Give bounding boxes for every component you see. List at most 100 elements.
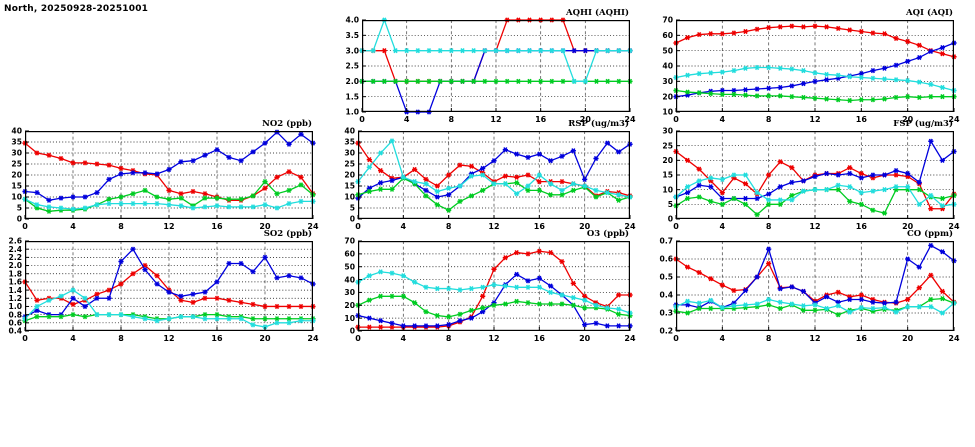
y-tick-label: 15: [11, 182, 22, 191]
x-tick-label: 12: [490, 115, 501, 124]
x-tick-label: 4: [401, 334, 407, 343]
panel-co: CO (ppm) 0.2 0.3 0.4 0.5 0.6 0.7 0 4 8 12 16 20 24: [660, 229, 960, 343]
x-tick-label: 8: [766, 115, 772, 124]
x-tick-label: 16: [856, 222, 868, 231]
series-markers-cyan: [673, 172, 957, 209]
plot-area-aqhi: 1.0 1.5 2.0 2.5 3.0 3.5 4.0 0 4 8 12 16 20 24: [346, 16, 636, 124]
series-markers-green: [673, 87, 957, 104]
panel-title-o3: O3 (ppb): [586, 229, 629, 239]
y-tick-label: 40: [662, 62, 673, 71]
y-tick-label: 20: [662, 156, 673, 165]
panel-title-no2: NO2 (ppb): [262, 119, 312, 129]
x-tick-label: 20: [902, 334, 914, 343]
y-tick-label: 2.4: [9, 245, 22, 254]
y-tick-label: 0.3: [660, 309, 673, 318]
panel-aqhi: AQHI (AQHI) 1.0 1.5 2.0 2.5 3.0 3.5 4.0 0 4 8 12 16 2…: [346, 8, 636, 124]
x-tick-label: 16: [535, 115, 547, 124]
y-tick-label: 20: [662, 92, 673, 101]
x-tick-label: 16: [856, 115, 868, 124]
y-tick-label: 35: [344, 138, 355, 147]
panel-rsp: RSP (ug/m3) 0 5 10 15 20 25 30 35 40 0 4 8 12 16 20 24: [344, 119, 636, 231]
y-tick-label: 70: [344, 237, 355, 246]
y-tick-label: 2.6: [9, 237, 22, 246]
y-tick-label: 10: [662, 108, 673, 117]
series-markers-blue: [22, 246, 316, 320]
x-tick-label: 8: [766, 222, 772, 231]
plot-area-so2: 0.40.60.81.01.21.41.61.82.02.22.42.6 0 4 8 1…: [9, 237, 319, 343]
y-tick-label: 50: [662, 46, 673, 55]
y-tick-label: 1.5: [346, 92, 359, 101]
panel-no2: NO2 (ppb) 0 5 10 15 20 25 30 35 40 0 4 8 12 16 20 24: [11, 119, 319, 231]
x-tick-label: 8: [449, 115, 455, 124]
x-tick-label: 12: [488, 334, 499, 343]
x-tick-label: 20: [902, 222, 914, 231]
panel-title-co: CO (ppm): [906, 229, 953, 239]
x-tick-label: 8: [446, 222, 452, 231]
y-tick-label: 0.8: [9, 310, 22, 319]
x-tick-label: 20: [579, 334, 591, 343]
y-tick-label: 0.6: [9, 319, 22, 328]
x-tick-label: 0: [673, 115, 679, 124]
x-tick-label: 12: [809, 334, 820, 343]
plot-area-o3: 0 10 20 30 40 50 60 70 0 4 8 12 16 20 24: [344, 237, 636, 343]
y-tick-label: 35: [11, 138, 22, 147]
y-tick-label: 4.0: [346, 16, 359, 25]
y-tick-label: 20: [344, 301, 355, 310]
y-tick-label: 0: [350, 215, 355, 224]
x-tick-label: 16: [211, 334, 223, 343]
panel-title-aqi: AQI (AQI): [906, 8, 953, 18]
series-line-green: [24, 180, 314, 212]
y-tick-label: 15: [662, 171, 673, 180]
x-tick-label: 0: [359, 115, 365, 124]
x-tick-label: 8: [118, 334, 124, 343]
series-markers-cyan: [359, 17, 633, 84]
panel-aqi: AQI (AQI) 10 20 30 40 50 60 70 0 4 8 12 16 20 24: [662, 8, 960, 124]
y-tick-label: 40: [344, 275, 355, 284]
y-tick-label: 0.2: [660, 327, 673, 336]
y-tick-label: 1.6: [9, 278, 22, 287]
x-tick-label: 4: [70, 334, 76, 343]
y-tick-label: 5: [350, 204, 355, 213]
y-tick-label: 30: [662, 77, 673, 86]
y-tick-label: 60: [662, 31, 673, 40]
x-tick-label: 4: [70, 222, 76, 231]
y-tick-label: 70: [662, 16, 673, 25]
x-tick-label: 12: [488, 222, 499, 231]
y-tick-label: 25: [344, 160, 355, 169]
y-tick-label: 30: [344, 149, 355, 158]
x-tick-label: 20: [259, 222, 271, 231]
y-tick-label: 2.0: [346, 77, 359, 86]
y-tick-label: 0.6: [660, 255, 673, 264]
y-tick-label: 30: [662, 127, 673, 136]
y-tick-label: 15: [344, 182, 355, 191]
series-markers-cyan: [673, 64, 957, 94]
x-tick-label: 16: [534, 334, 546, 343]
page-title: North, 20250928-20251001: [4, 4, 149, 14]
y-tick-label: 40: [344, 127, 355, 136]
y-tick-label: 5: [17, 204, 22, 213]
y-tick-label: 25: [11, 160, 22, 169]
x-tick-label: 4: [720, 334, 726, 343]
y-tick-label: 0.4: [9, 327, 22, 336]
x-tick-label: 24: [624, 334, 636, 343]
x-tick-label: 24: [624, 115, 636, 124]
panel-o3: O3 (ppb) 0 10 20 30 40 50 60 70 0 4 8 12 16 20 24: [344, 229, 636, 343]
x-tick-label: 24: [948, 115, 960, 124]
x-tick-label: 12: [809, 222, 820, 231]
y-tick-label: 10: [11, 193, 22, 202]
y-tick-label: 2.0: [9, 261, 22, 270]
x-tick-label: 12: [163, 222, 174, 231]
x-tick-label: 24: [624, 222, 636, 231]
x-tick-label: 0: [22, 334, 28, 343]
x-tick-label: 16: [856, 334, 868, 343]
panel-title-so2: SO2 (ppb): [263, 229, 312, 239]
x-tick-label: 16: [211, 222, 223, 231]
x-tick-label: 0: [355, 334, 361, 343]
x-tick-label: 0: [355, 222, 361, 231]
y-tick-label: 3.5: [346, 31, 359, 40]
x-tick-label: 8: [118, 222, 124, 231]
x-tick-label: 20: [259, 334, 271, 343]
y-tick-label: 0: [17, 215, 22, 224]
